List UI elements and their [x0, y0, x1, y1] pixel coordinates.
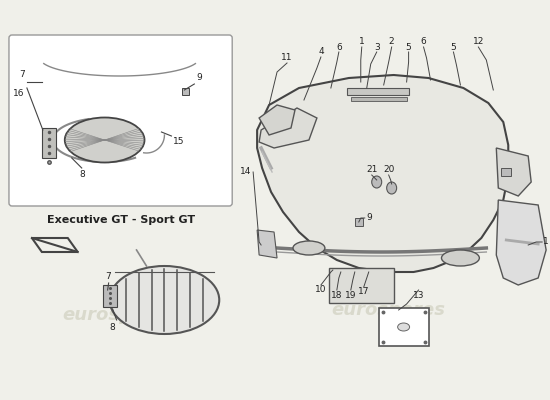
Text: eurospares: eurospares	[58, 106, 172, 124]
Polygon shape	[32, 238, 78, 252]
Text: 3: 3	[374, 44, 379, 52]
Text: 10: 10	[315, 286, 327, 294]
Text: 16: 16	[13, 89, 25, 98]
Bar	[347, 88, 409, 95]
Bar	[329, 268, 394, 303]
Text: 6: 6	[421, 38, 426, 46]
Ellipse shape	[398, 323, 410, 331]
Bar	[42, 128, 56, 158]
Text: Executive GT - Sport GT: Executive GT - Sport GT	[47, 215, 195, 225]
Ellipse shape	[372, 176, 382, 188]
Text: 5: 5	[450, 44, 456, 52]
Text: 15: 15	[173, 137, 185, 146]
Bar	[103, 285, 117, 307]
Bar	[351, 97, 406, 101]
Text: eurospares: eurospares	[332, 301, 446, 319]
Text: eurospares: eurospares	[63, 306, 177, 324]
Text: 9: 9	[367, 214, 372, 222]
Text: 8: 8	[110, 323, 115, 332]
Text: 5: 5	[406, 44, 411, 52]
Ellipse shape	[442, 250, 480, 266]
Ellipse shape	[387, 182, 397, 194]
Text: 8: 8	[80, 170, 86, 179]
Text: eurospares: eurospares	[332, 101, 446, 119]
Bar	[379, 308, 428, 346]
Text: 2: 2	[389, 38, 394, 46]
Polygon shape	[496, 148, 531, 196]
Bar	[501, 168, 512, 176]
Text: 4: 4	[318, 48, 324, 56]
Polygon shape	[259, 105, 295, 135]
Ellipse shape	[65, 118, 145, 162]
Text: 1: 1	[543, 238, 549, 246]
Polygon shape	[259, 108, 317, 148]
Text: 9: 9	[196, 73, 202, 82]
Text: 12: 12	[472, 38, 484, 46]
Polygon shape	[496, 200, 546, 285]
Text: 6: 6	[336, 44, 342, 52]
Text: 1: 1	[359, 38, 365, 46]
Text: 14: 14	[240, 168, 251, 176]
Text: 7: 7	[19, 70, 25, 79]
Text: 17: 17	[358, 288, 370, 296]
Ellipse shape	[109, 266, 219, 334]
Text: 21: 21	[366, 166, 377, 174]
Bar	[183, 88, 189, 95]
Text: 11: 11	[281, 54, 293, 62]
FancyBboxPatch shape	[9, 35, 232, 206]
Ellipse shape	[293, 241, 325, 255]
Text: 13: 13	[413, 292, 424, 300]
Polygon shape	[257, 230, 277, 258]
Text: 7: 7	[104, 272, 111, 281]
Text: 18: 18	[331, 290, 343, 300]
Text: 19: 19	[345, 290, 356, 300]
Bar	[355, 218, 363, 226]
Text: 20: 20	[383, 166, 394, 174]
Polygon shape	[257, 75, 508, 272]
